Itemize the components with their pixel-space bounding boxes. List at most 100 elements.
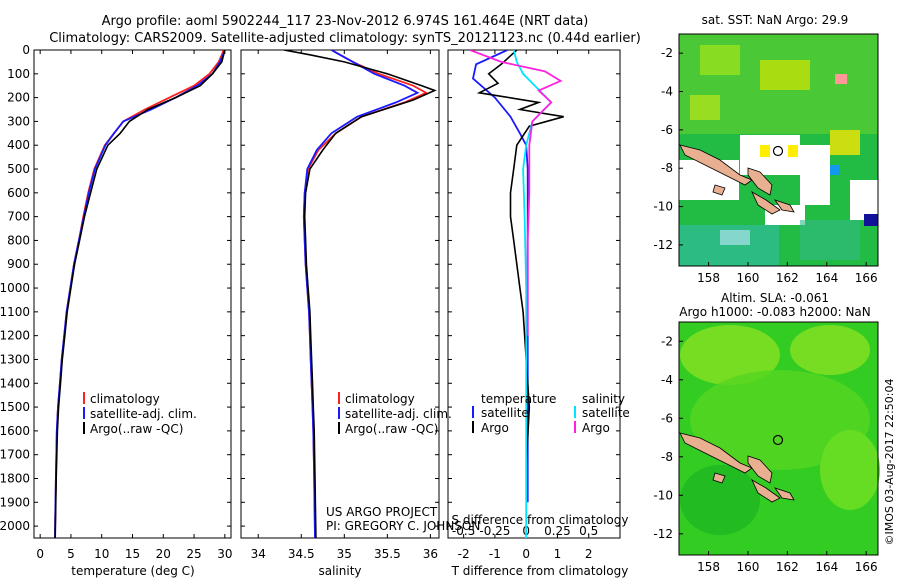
map-x-tick-label: 162 xyxy=(776,271,799,285)
salinity-panel xyxy=(240,49,440,539)
y-tick-label: 700 xyxy=(7,210,30,224)
legend-label: climatology xyxy=(90,392,160,406)
legend-label: climatology xyxy=(345,392,415,406)
map-y-tick-label: -4 xyxy=(661,85,673,99)
map-y-tick-label: -10 xyxy=(653,200,673,214)
map-x-tick-label: 158 xyxy=(697,560,720,574)
x-tick-label: 36 xyxy=(423,547,438,561)
series-line-1-2 xyxy=(283,50,437,538)
series-line-2-0 xyxy=(472,50,529,503)
salinity-lines xyxy=(283,50,437,538)
legend-label: satellite-adj. clim. xyxy=(90,407,197,421)
map-y-tick-label: -4 xyxy=(661,373,673,387)
temperature-xlabel: temperature (deg C) xyxy=(71,564,194,578)
x-tick-label: -1 xyxy=(489,547,501,561)
salinity-xlabel: salinity xyxy=(318,564,361,578)
temperature-lines xyxy=(54,50,226,538)
y-tick-label: 1800 xyxy=(0,471,30,485)
x-tick-label: 35 xyxy=(337,547,352,561)
map-x-tick-label: 162 xyxy=(776,560,799,574)
map-y-tick-label: -12 xyxy=(653,527,673,541)
difference-xlabel: T difference from climatology xyxy=(451,564,629,578)
y-tick-label: 500 xyxy=(7,162,30,176)
difference-legend: temperature salinity satellite Argo sate… xyxy=(472,392,630,435)
chart-title: Argo profile: aoml 5902244_117 23-Nov-20… xyxy=(102,14,589,29)
x-tick-label: 30 xyxy=(217,547,232,561)
map-y-tick-label: -12 xyxy=(653,238,673,252)
map-x-tick-label: 160 xyxy=(737,271,760,285)
temperature-panel xyxy=(33,49,232,539)
x-tick-label: 15 xyxy=(125,547,140,561)
temperature-axes: 0 5 10 15 20 25 300100200300400500600700800900… xyxy=(0,43,232,561)
y-tick-label: 1400 xyxy=(0,376,30,390)
y-tick-label: 800 xyxy=(7,233,30,247)
sst-map-axes: 158 160 162 164 166 -2 -4 -6 -8 -10 -12 xyxy=(653,46,877,285)
s-tick-label: 0.5 xyxy=(579,524,598,538)
y-tick-label: 0 xyxy=(22,43,30,57)
x-tick-label: 0 xyxy=(522,547,530,561)
map-y-tick-label: -8 xyxy=(661,450,673,464)
x-tick-label: 2 xyxy=(585,547,593,561)
map-x-tick-label: 160 xyxy=(737,560,760,574)
legend-label: satellite-adj. clim. xyxy=(345,407,452,421)
map-x-tick-label: 164 xyxy=(815,271,838,285)
y-tick-label: 600 xyxy=(7,186,30,200)
pi-credit: PI: GREGORY C. JOHNSON xyxy=(326,519,480,533)
legend-label: Argo xyxy=(582,421,610,435)
difference-panel xyxy=(447,49,621,539)
chart-subtitle: Climatology: CARS2009. Satellite-adjuste… xyxy=(49,31,641,46)
y-tick-label: 1200 xyxy=(0,329,30,343)
series-line-1-1 xyxy=(302,50,420,538)
series-line-2-3 xyxy=(469,50,563,336)
y-tick-label: 1600 xyxy=(0,424,30,438)
x-tick-label: -2 xyxy=(458,547,470,561)
s-tick-label: 0.25 xyxy=(544,524,571,538)
argo-location-marker xyxy=(772,434,784,446)
temperature-legend: climatology satellite-adj. clim. Argo(..… xyxy=(83,392,197,436)
y-tick-label: 1300 xyxy=(0,352,30,366)
map-x-tick-label: 166 xyxy=(855,271,878,285)
x-tick-label: 5 xyxy=(67,547,75,561)
y-tick-label: 1000 xyxy=(0,281,30,295)
map-y-tick-label: -6 xyxy=(661,123,673,137)
y-tick-label: 1500 xyxy=(0,400,30,414)
argo-location-marker xyxy=(772,145,784,157)
map-y-tick-label: -8 xyxy=(661,161,673,175)
y-tick-label: 300 xyxy=(7,114,30,128)
legend-label: satellite xyxy=(481,406,529,420)
map-y-tick-label: -6 xyxy=(661,411,673,425)
x-tick-label: 0 xyxy=(36,547,44,561)
legend-label: Argo(..raw -QC) xyxy=(345,422,438,436)
x-tick-label: 34.5 xyxy=(288,547,315,561)
project-credit: US ARGO PROJECT xyxy=(326,505,438,519)
y-tick-label: 900 xyxy=(7,257,30,271)
salinity-axes: 34 34.5 35 35.5 36 xyxy=(241,49,439,561)
sla-map-axes: 158 160 162 164 166 -2 -4 -6 -8 -10 -12 xyxy=(653,334,877,574)
y-tick-label: 200 xyxy=(7,91,30,105)
legend-title-temperature: temperature xyxy=(481,392,556,406)
legend-label: Argo(..raw -QC) xyxy=(90,422,183,436)
map-y-tick-label: -10 xyxy=(653,488,673,502)
imos-watermark: ©IMOS 03-Aug-2017 22:50:04 xyxy=(883,379,896,546)
series-line-0-2 xyxy=(54,50,226,538)
y-tick-label: 1700 xyxy=(0,448,30,462)
x-tick-label: 10 xyxy=(94,547,109,561)
x-tick-label: 1 xyxy=(554,547,562,561)
legend-title-salinity: salinity xyxy=(582,392,625,406)
y-tick-label: 2000 xyxy=(0,519,30,533)
x-tick-label: 34 xyxy=(251,547,266,561)
map-x-tick-label: 166 xyxy=(855,560,878,574)
map-x-tick-label: 164 xyxy=(815,560,838,574)
series-line-2-1 xyxy=(476,50,564,467)
legend-label: satellite xyxy=(582,406,630,420)
y-tick-label: 400 xyxy=(7,138,30,152)
map-y-tick-label: -2 xyxy=(661,334,673,348)
sla-map xyxy=(678,321,880,556)
x-tick-label: 20 xyxy=(156,547,171,561)
y-tick-label: 1900 xyxy=(0,495,30,509)
x-tick-label: 35.5 xyxy=(374,547,401,561)
legend-label: Argo xyxy=(481,421,509,435)
sla-map-title-1: Altim. SLA: -0.061 xyxy=(721,291,829,305)
y-tick-label: 100 xyxy=(7,67,30,81)
